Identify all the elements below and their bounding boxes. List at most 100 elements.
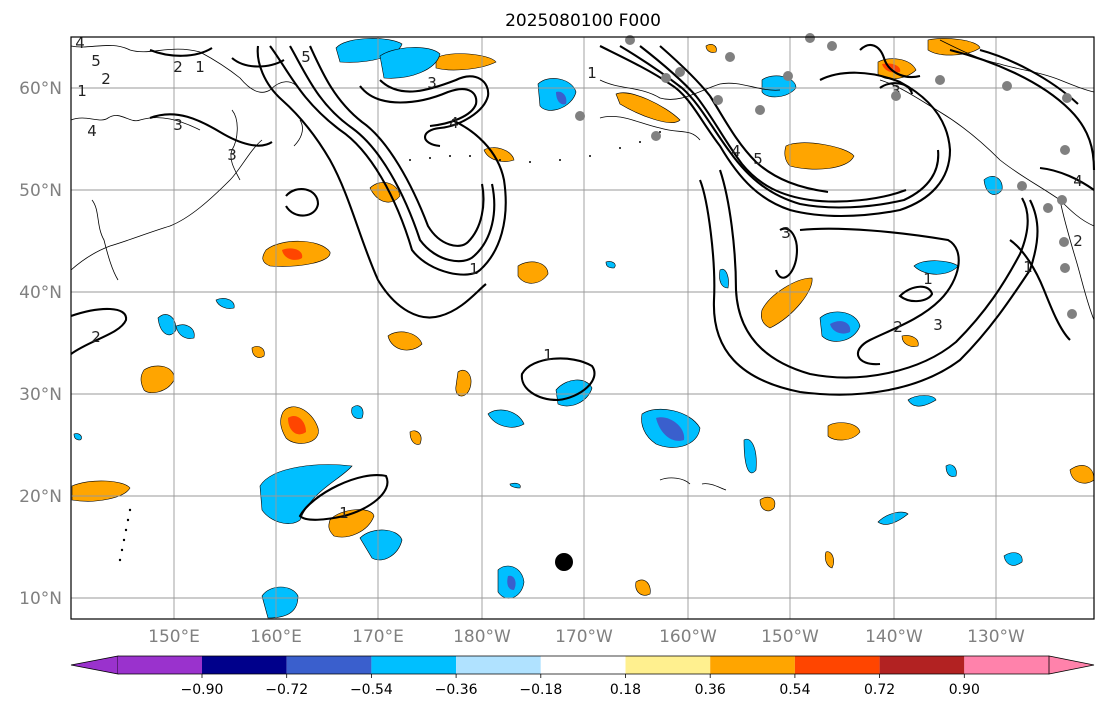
colorbar-segment (879, 656, 965, 674)
contour-lines (70, 43, 1096, 521)
positive-anomaly-patch (435, 53, 497, 71)
latitude-label: 60°N (19, 79, 62, 99)
contour-label: 3 (173, 116, 183, 134)
contour-label: 1 (1023, 258, 1033, 276)
contour-label: 4 (449, 114, 459, 132)
colorbar-tick-label: −0.36 (435, 682, 478, 698)
positive-anomaly-patch (387, 331, 423, 351)
contour-label: 3 (227, 146, 237, 164)
contour-label: 2 (1073, 232, 1083, 250)
colorbar-tick-label: 0.36 (695, 682, 726, 698)
longitude-label: 150°W (761, 627, 819, 647)
longitude-label: 170°E (352, 627, 404, 647)
negative-anomaly-patch (259, 464, 353, 524)
latitude-label: 30°N (19, 385, 62, 405)
colorbar-tick-label: −0.72 (265, 682, 308, 698)
map-title: 2025080100 F000 (505, 11, 661, 31)
positive-anomaly-patch (827, 422, 861, 441)
latitude-labels: 10°N 20°N 30°N 40°N 50°N 60°N (19, 79, 62, 609)
contour-label: 1 (923, 270, 933, 288)
colorbar-segment (202, 656, 287, 674)
colorbar-left-arrow (70, 655, 119, 675)
negative-anomaly-patch (556, 91, 567, 105)
colorbar-segment (456, 656, 541, 674)
colorbar-right-arrow (1048, 655, 1095, 675)
contour-label: 3 (427, 74, 437, 92)
map-frame (70, 36, 1095, 620)
negative-anomaly-patch (656, 417, 685, 441)
contour-label: 2 (893, 318, 903, 336)
colorbar-tick-label: −0.90 (181, 682, 224, 698)
longitude-label: 170°W (555, 627, 613, 647)
colorbar-tick-label: 0.18 (610, 682, 641, 698)
colorbar-tick-label: 0.90 (949, 682, 980, 698)
positive-anomaly-patch (784, 142, 855, 170)
negative-anomaly-patch (261, 586, 299, 619)
colorbar-segment (540, 656, 626, 674)
longitude-label: 160°E (250, 627, 302, 647)
negative-anomaly-patch (1003, 552, 1023, 566)
colorbar-segment (371, 656, 457, 674)
colorbar-tick-label: −0.54 (350, 682, 393, 698)
map-background (71, 37, 1094, 619)
negative-anomaly-patch (175, 324, 195, 339)
longitude-label: 180°W (453, 627, 511, 647)
contour-label: 4 (1073, 172, 1083, 190)
positive-anomaly-patch (251, 346, 265, 358)
contour-label: 1 (543, 346, 553, 364)
colorbar-segment (964, 656, 1049, 674)
negative-anomaly-patch (509, 482, 521, 489)
contour-label: 5 (753, 150, 763, 168)
positive-anomaly-patch (140, 365, 175, 393)
contour-label: 2 (101, 70, 111, 88)
positive-anomaly-patch (705, 44, 717, 53)
contour-label: 2 (91, 328, 101, 346)
positive-anomaly-patch (517, 261, 549, 284)
positive-anomaly-patch (409, 430, 422, 445)
contour-label: 4 (731, 142, 741, 160)
negative-anomaly-patch (73, 433, 82, 441)
positive-anomaly-patch (824, 551, 834, 569)
negative-anomaly-patch (351, 405, 364, 419)
latitude-label: 50°N (19, 181, 62, 201)
negative-anomaly-patch (379, 47, 441, 79)
contour-label: 5 (301, 48, 311, 66)
island-chains (118, 131, 661, 562)
colorbar-segment (625, 656, 711, 674)
negative-anomaly-patch (487, 409, 525, 428)
positive-anomaly-patch (759, 496, 776, 512)
positive-anomaly-patch (635, 579, 651, 596)
negative-anomaly-patch (507, 575, 516, 590)
positive-anomaly-patch (288, 415, 306, 435)
negative-anomaly-patch (945, 464, 957, 477)
longitude-label: 150°E (148, 627, 200, 647)
negative-anomaly-patch (743, 438, 757, 474)
contour-label: 1 (195, 58, 205, 76)
positive-anomaly-patch (615, 92, 681, 123)
contour-label-layer: 452134321534145313212341121 (75, 34, 1083, 522)
colorbar-segment (794, 656, 880, 674)
contour-label: 3 (933, 316, 943, 334)
contour-label: 1 (587, 64, 597, 82)
positive-anomaly-patch (760, 277, 813, 329)
contour-label: 1 (77, 82, 87, 100)
contour-label: 4 (87, 122, 97, 140)
longitude-label: 160°W (659, 627, 717, 647)
anomaly-shading-layer (71, 38, 1095, 619)
contour-label: 1 (469, 260, 479, 278)
negative-anomaly-patch (215, 298, 235, 309)
colorbar-tick-label: −0.18 (519, 682, 562, 698)
negative-anomaly-patch (830, 321, 851, 334)
contour-label: 2 (173, 58, 183, 76)
negative-anomaly-patch (157, 314, 177, 336)
negative-anomaly-patch (877, 511, 909, 525)
positive-anomaly-patch (901, 335, 919, 347)
longitude-labels: 150°E 160°E 170°E 180°W 170°W 160°W 150°W 140°W… (148, 627, 1025, 647)
longitude-label: 130°W (967, 627, 1025, 647)
colorbar-segment (710, 656, 795, 674)
longitude-label: 140°W (865, 627, 923, 647)
map-gridlines (71, 37, 1094, 619)
latitude-label: 10°N (19, 589, 62, 609)
positive-anomaly-patch (455, 369, 472, 397)
